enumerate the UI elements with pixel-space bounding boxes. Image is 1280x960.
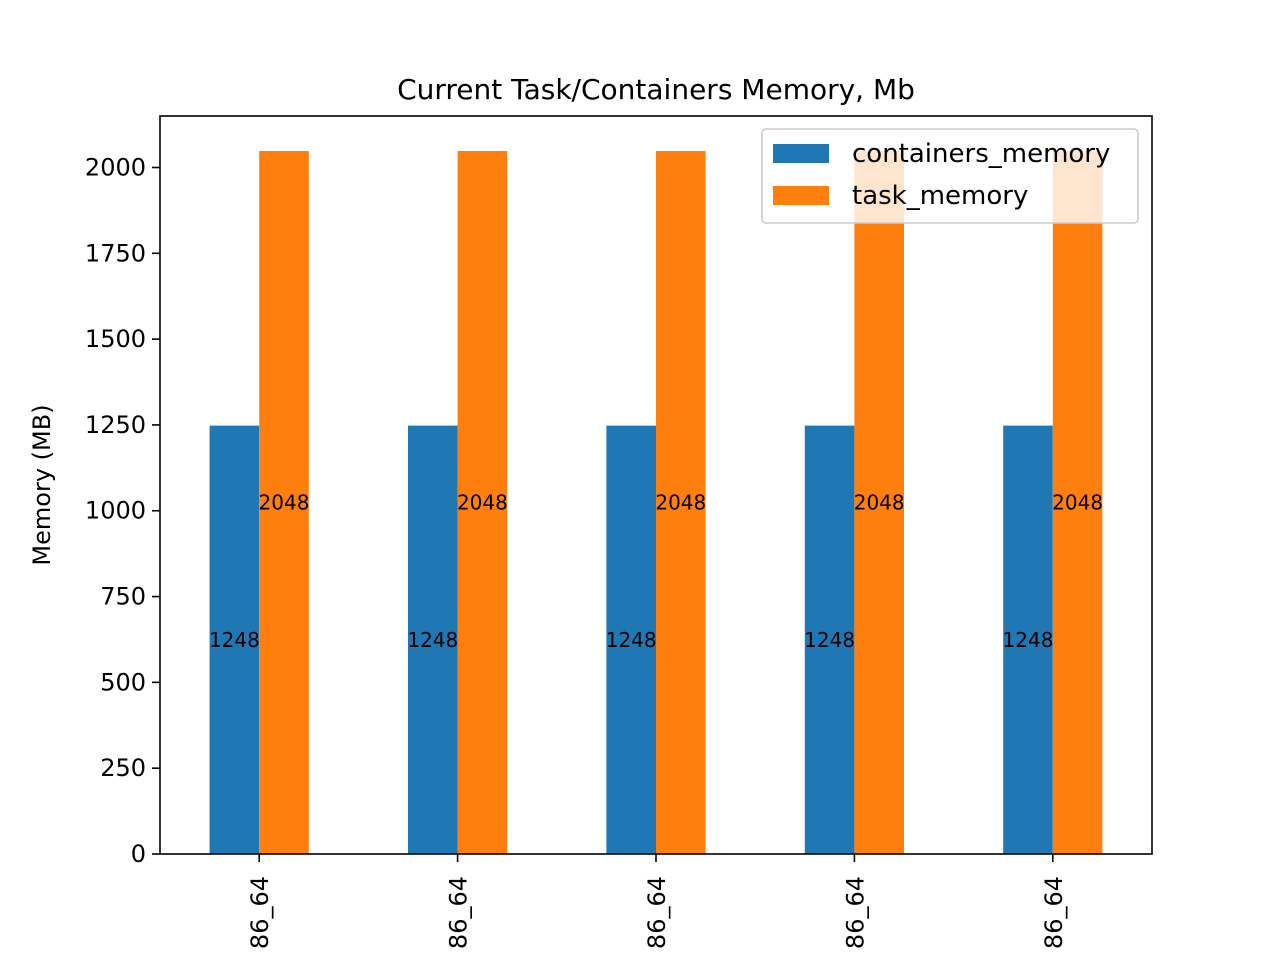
legend: containers_memory task_memory <box>761 128 1139 224</box>
y-tick-label: 750 <box>100 583 146 611</box>
bar-containers-memory-3 <box>606 425 656 854</box>
data-label-containers-memory-3: 1248 <box>606 628 657 652</box>
y-tick-label: 0 <box>131 840 146 868</box>
data-label-task-memory-5: 2048 <box>1052 491 1103 515</box>
y-axis-label: Memory (MB) <box>28 404 56 565</box>
bar-containers-memory-1 <box>209 425 260 854</box>
bar-task-memory-2 <box>457 151 508 855</box>
bar-task-memory-4 <box>854 151 904 855</box>
data-label-containers-memory-5: 1248 <box>1003 628 1054 652</box>
x-tick-label: 86_64 <box>246 876 274 949</box>
bar-containers-memory-2 <box>408 425 458 854</box>
y-tick-label: 2000 <box>85 153 146 181</box>
y-tick-label: 1750 <box>85 239 146 267</box>
plot-area: 0 250 500 750 1000 1250 1500 1750 2000 1248 2048 86… <box>85 151 1103 949</box>
data-label-containers-memory-2: 1248 <box>407 628 458 652</box>
y-tick-label: 500 <box>100 668 146 696</box>
data-label-task-memory-2: 2048 <box>457 491 508 515</box>
bar-task-memory-3 <box>656 151 706 855</box>
bar-containers-memory-4 <box>804 425 855 854</box>
data-label-containers-memory-1: 1248 <box>209 628 260 652</box>
bar-task-memory-1 <box>259 151 309 855</box>
legend-swatch-containers-memory <box>773 144 829 163</box>
legend-swatch-task-memory <box>773 186 829 205</box>
legend-label-containers-memory: containers_memory <box>852 139 1110 169</box>
bar-containers-memory-5 <box>1003 425 1053 854</box>
x-tick-label: 86_64 <box>1040 876 1068 949</box>
data-label-task-memory-4: 2048 <box>854 491 905 515</box>
x-tick-label: 86_64 <box>841 876 869 949</box>
data-label-task-memory-3: 2048 <box>655 491 706 515</box>
bar-task-memory-5 <box>1052 151 1103 855</box>
legend-label-task-memory: task_memory <box>852 181 1028 211</box>
legend-box <box>761 128 1139 224</box>
x-tick-label: 86_64 <box>445 876 473 949</box>
chart-title: Current Task/Containers Memory, Mb <box>397 73 915 106</box>
y-tick-label: 1250 <box>85 411 146 439</box>
y-tick-label: 1500 <box>85 325 146 353</box>
axes-frame <box>159 115 1153 855</box>
data-label-task-memory-1: 2048 <box>259 491 310 515</box>
y-tick-label: 1000 <box>85 497 146 525</box>
x-tick-label: 86_64 <box>643 876 671 949</box>
data-label-containers-memory-4: 1248 <box>804 628 855 652</box>
y-tick-label: 250 <box>100 754 146 782</box>
